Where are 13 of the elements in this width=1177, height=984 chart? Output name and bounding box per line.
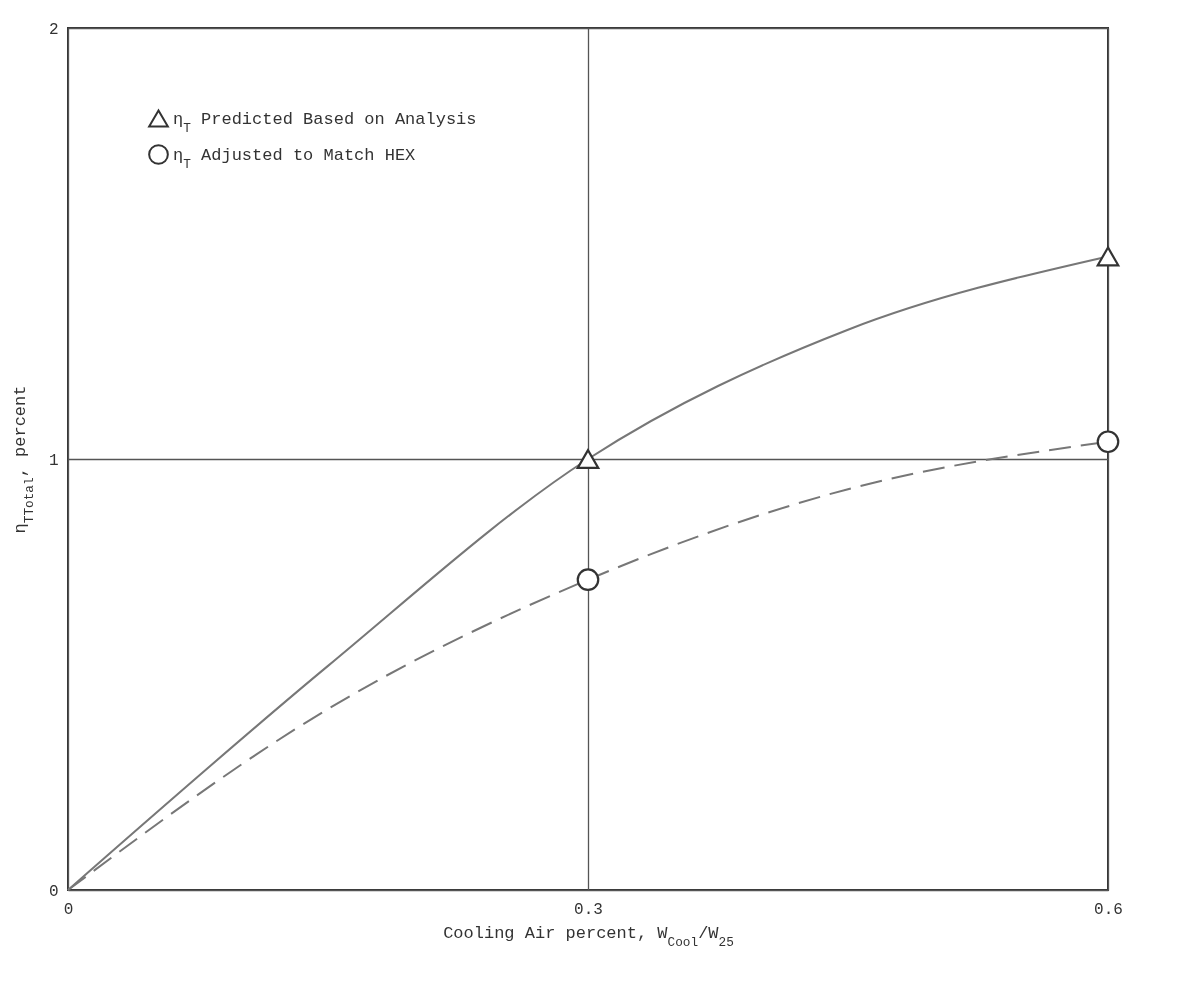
- point: [576, 568, 600, 592]
- legend-label: η$_{T}$ Adjusted to Match HEX: [173, 145, 416, 171]
- legend-label: η$_{T}$ Predicted Based on Analysis: [173, 109, 477, 135]
- point: [576, 449, 600, 469]
- x-tick-label: 0.6: [1094, 900, 1123, 919]
- y-tick-label: 2: [48, 20, 59, 39]
- y-tick-label: 1: [48, 451, 59, 470]
- x-axis-title: Cooling Air percent, W$_{Cool}$/W$_{25}$: [443, 923, 734, 949]
- point: [1096, 246, 1120, 267]
- y-tick-label: 0: [48, 882, 59, 901]
- x-tick-label: 0.3: [574, 900, 603, 919]
- point: [1096, 430, 1120, 454]
- x-tick-label: 0: [63, 900, 74, 919]
